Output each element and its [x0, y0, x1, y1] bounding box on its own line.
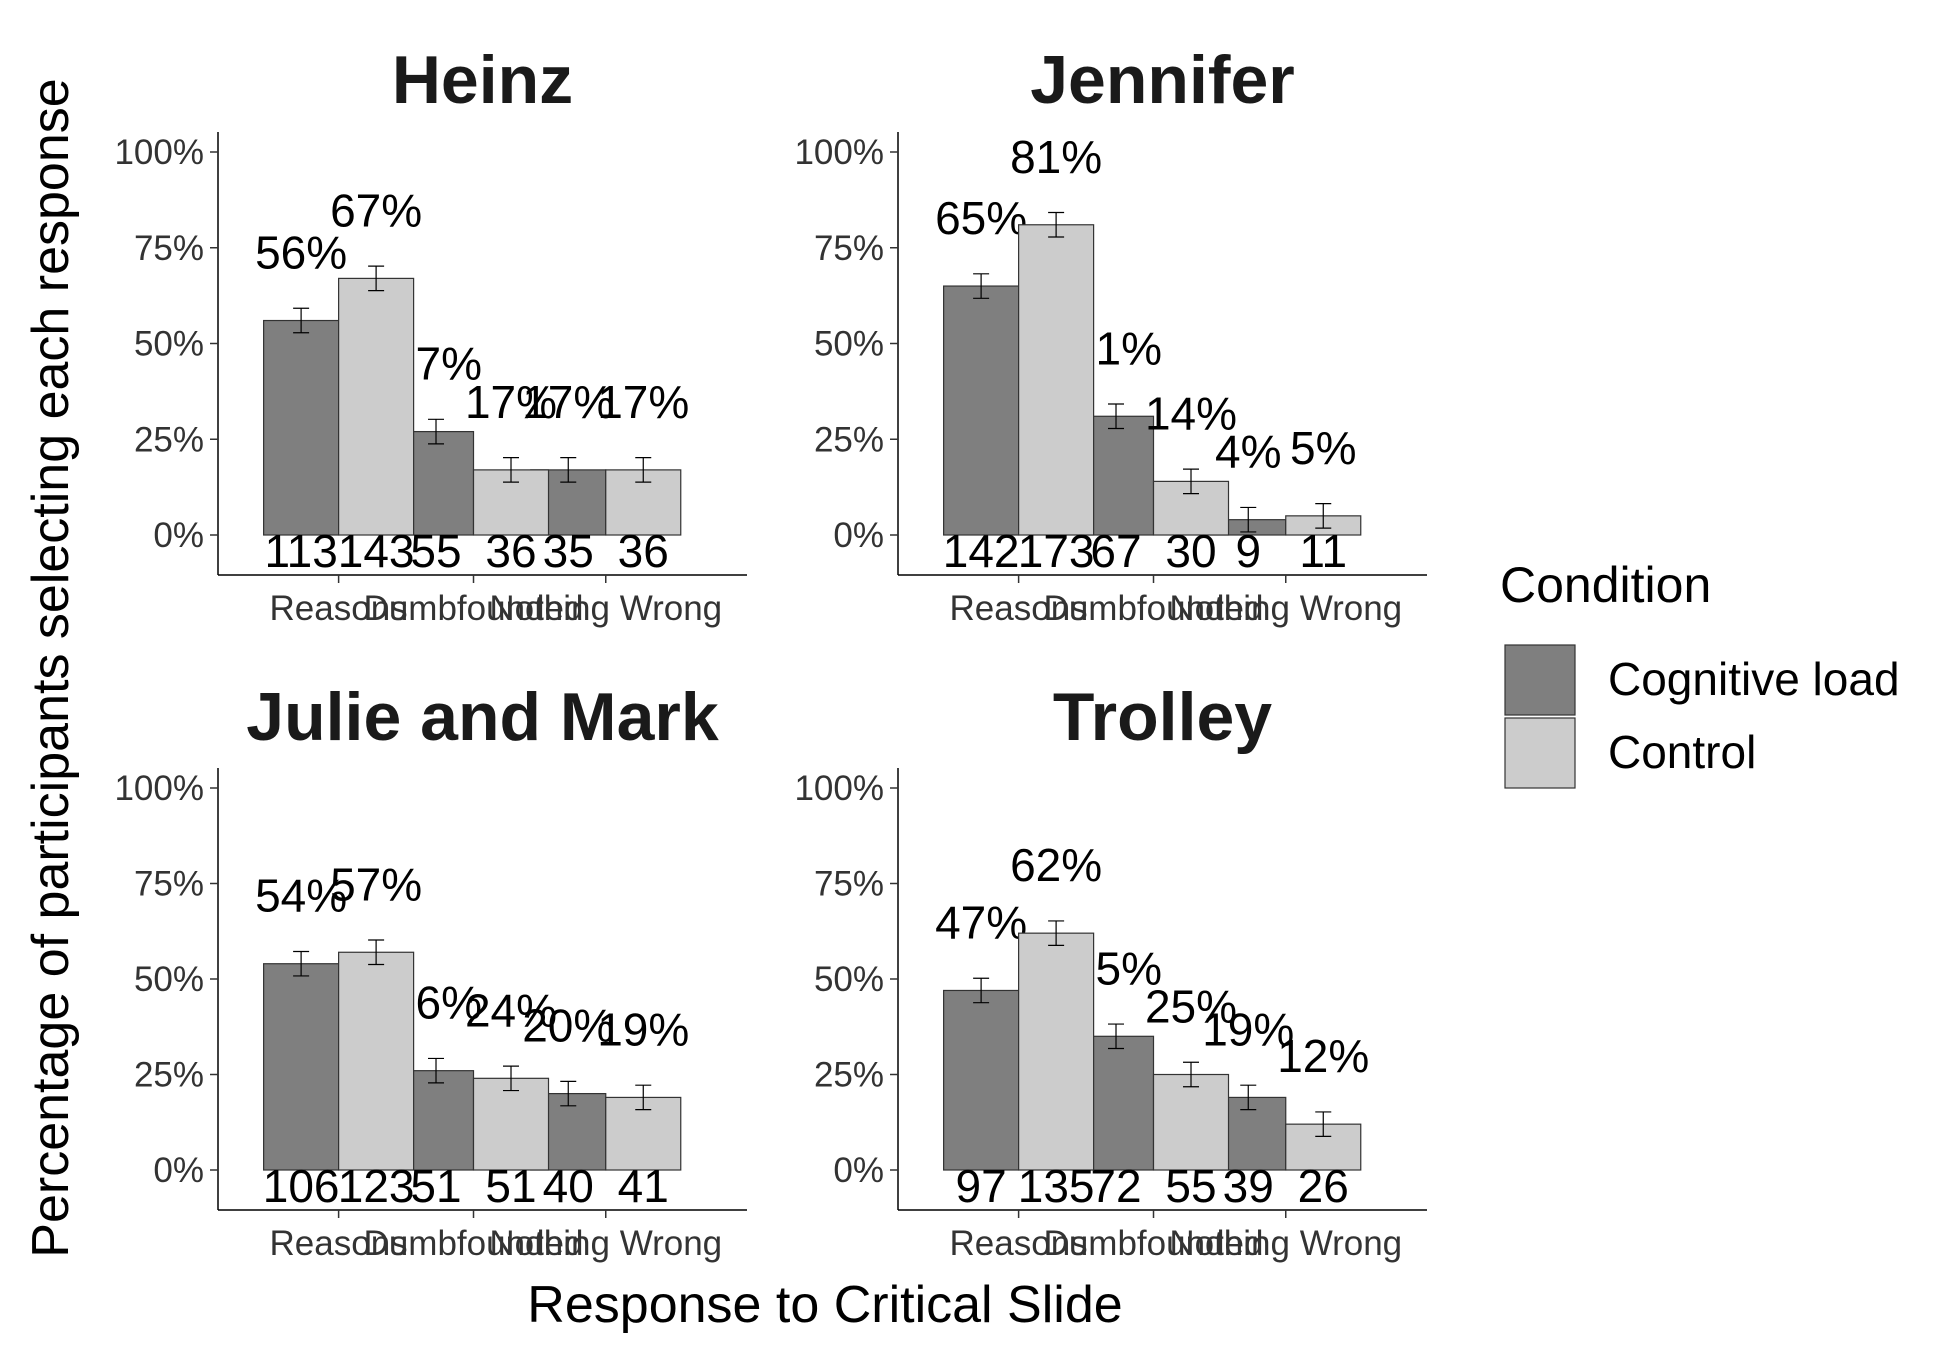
- y-tick-label-trolley-3: 75%: [814, 865, 884, 904]
- x-tick-label-heinz-1: Dumbfounded: [364, 589, 584, 628]
- count-label-julie-and-mark-cognitive-load-2: 40: [543, 1160, 594, 1212]
- count-label-julie-and-mark-cognitive-load-1: 51: [410, 1160, 461, 1212]
- y-tick-label-trolley-4: 100%: [794, 769, 884, 808]
- pct-label-heinz-cognitive-load-0: 56%: [255, 227, 347, 279]
- count-label-jennifer-control-0: 173: [1018, 525, 1095, 577]
- legend-label-control: Control: [1608, 726, 1756, 778]
- count-label-trolley-control-2: 26: [1298, 1160, 1349, 1212]
- bar-heinz-control-0: [338, 277, 415, 536]
- count-label-trolley-cognitive-load-1: 72: [1090, 1160, 1141, 1212]
- y-tick-label-heinz-0: 0%: [153, 516, 204, 555]
- count-label-heinz-control-0: 143: [338, 525, 415, 577]
- x-tick-label-julie-and-mark-2: Nothing Wrong: [489, 1224, 722, 1263]
- panel-title-trolley: Trolley: [1053, 679, 1272, 755]
- count-label-heinz-cognitive-load-1: 55: [410, 525, 461, 577]
- count-label-heinz-control-1: 36: [485, 525, 536, 577]
- x-tick-label-jennifer-1: Dumbfounded: [1044, 589, 1264, 628]
- pct-label-heinz-control-2: 17%: [597, 376, 689, 428]
- pct-label-trolley-control-2: 12%: [1277, 1030, 1369, 1082]
- count-label-julie-and-mark-control-2: 41: [618, 1160, 669, 1212]
- count-label-jennifer-cognitive-load-2: 9: [1235, 525, 1261, 577]
- bar-trolley-cognitive-load-0: [943, 989, 1020, 1171]
- pct-label-jennifer-cognitive-load-2: 4%: [1215, 426, 1281, 478]
- y-axis-title: Percentage of participants selecting eac…: [22, 78, 80, 1257]
- count-label-trolley-cognitive-load-0: 97: [956, 1160, 1007, 1212]
- bar-trolley-control-0: [1018, 932, 1095, 1171]
- bar-heinz-cognitive-load-0: [263, 319, 340, 536]
- x-tick-label-heinz-2: Nothing Wrong: [489, 589, 722, 628]
- pct-label-julie-and-mark-control-1: 24%: [465, 984, 557, 1036]
- y-tick-label-julie-and-mark-2: 50%: [134, 960, 204, 999]
- bar-julie-and-mark-control-1: [472, 1077, 550, 1171]
- pct-label-trolley-control-0: 62%: [1010, 839, 1102, 891]
- y-tick-label-jennifer-3: 75%: [814, 229, 884, 268]
- x-axis-title: Response to Critical Slide: [527, 1276, 1122, 1334]
- pct-label-trolley-cognitive-load-2: 19%: [1202, 1003, 1294, 1055]
- y-tick-label-heinz-4: 100%: [114, 133, 204, 172]
- legend-swatch-control: [1504, 717, 1576, 789]
- count-label-trolley-cognitive-load-2: 39: [1223, 1160, 1274, 1212]
- legend-label-cognitive-load: Cognitive load: [1608, 653, 1900, 705]
- panel-title-heinz: Heinz: [392, 42, 573, 118]
- pct-label-jennifer-cognitive-load-0: 65%: [935, 192, 1027, 244]
- y-tick-label-heinz-3: 75%: [134, 229, 204, 268]
- x-tick-label-julie-and-mark-1: Dumbfounded: [364, 1224, 584, 1263]
- pct-label-julie-and-mark-cognitive-load-2: 20%: [522, 1000, 614, 1052]
- panel-title-jennifer: Jennifer: [1030, 42, 1295, 118]
- y-tick-label-heinz-1: 25%: [134, 420, 204, 459]
- y-tick-label-jennifer-1: 25%: [814, 420, 884, 459]
- count-label-heinz-cognitive-load-0: 113: [264, 525, 337, 577]
- x-tick-label-trolley-1: Dumbfounded: [1044, 1224, 1264, 1263]
- y-tick-label-trolley-2: 50%: [814, 960, 884, 999]
- bar-jennifer-control-0: [1018, 224, 1095, 536]
- bar-trolley-control-1: [1152, 1073, 1230, 1171]
- count-label-heinz-control-2: 36: [618, 525, 669, 577]
- count-label-jennifer-cognitive-load-1: 67: [1090, 525, 1141, 577]
- pct-label-julie-and-mark-control-0: 57%: [330, 858, 422, 910]
- x-tick-label-jennifer-0: Reasons: [950, 589, 1088, 628]
- count-label-jennifer-control-2: 11: [1299, 525, 1347, 577]
- count-label-jennifer-cognitive-load-0: 142: [943, 525, 1020, 577]
- count-label-trolley-control-1: 55: [1165, 1160, 1216, 1212]
- y-tick-label-trolley-0: 0%: [833, 1151, 884, 1190]
- y-tick-label-julie-and-mark-4: 100%: [114, 769, 204, 808]
- pct-label-trolley-cognitive-load-0: 47%: [935, 896, 1027, 948]
- y-tick-label-trolley-1: 25%: [814, 1056, 884, 1095]
- pct-label-jennifer-control-1: 14%: [1145, 387, 1237, 439]
- x-tick-label-trolley-2: Nothing Wrong: [1169, 1224, 1402, 1263]
- count-label-trolley-control-0: 135: [1018, 1160, 1095, 1212]
- y-tick-label-julie-and-mark-1: 25%: [134, 1056, 204, 1095]
- bar-julie-and-mark-cognitive-load-0: [263, 963, 340, 1171]
- pct-label-jennifer-control-0: 81%: [1010, 131, 1102, 183]
- y-tick-label-jennifer-2: 50%: [814, 325, 884, 364]
- y-tick-label-julie-and-mark-0: 0%: [153, 1151, 204, 1190]
- legend-title: Condition: [1500, 557, 1711, 613]
- y-tick-label-jennifer-0: 0%: [833, 516, 884, 555]
- pct-label-julie-and-mark-cognitive-load-0: 54%: [255, 870, 347, 922]
- y-tick-label-heinz-2: 50%: [134, 325, 204, 364]
- y-tick-label-julie-and-mark-3: 75%: [134, 865, 204, 904]
- pct-label-trolley-control-1: 25%: [1145, 981, 1237, 1033]
- pct-label-heinz-cognitive-load-2: 17%: [522, 376, 614, 428]
- pct-label-jennifer-control-2: 5%: [1290, 422, 1356, 474]
- count-label-julie-and-mark-control-0: 123: [338, 1160, 415, 1212]
- count-label-heinz-cognitive-load-2: 35: [543, 525, 594, 577]
- count-label-jennifer-control-1: 30: [1165, 525, 1216, 577]
- y-tick-label-jennifer-4: 100%: [794, 133, 884, 172]
- count-label-julie-and-mark-control-1: 51: [485, 1160, 536, 1212]
- pct-label-heinz-control-1: 17%: [465, 376, 557, 428]
- count-label-julie-and-mark-cognitive-load-0: 106: [263, 1160, 340, 1212]
- x-tick-label-heinz-0: Reasons: [270, 589, 408, 628]
- x-tick-label-julie-and-mark-0: Reasons: [270, 1224, 408, 1263]
- pct-label-heinz-control-0: 67%: [330, 184, 422, 236]
- legend-swatch-cognitive-load: [1504, 644, 1576, 716]
- x-tick-label-jennifer-2: Nothing Wrong: [1169, 589, 1402, 628]
- pct-label-julie-and-mark-control-2: 19%: [597, 1003, 689, 1055]
- panel-title-julie-and-mark: Julie and Mark: [246, 679, 719, 755]
- bar-julie-and-mark-control-0: [338, 951, 415, 1171]
- x-tick-label-trolley-0: Reasons: [950, 1224, 1088, 1263]
- bar-jennifer-cognitive-load-0: [943, 285, 1020, 536]
